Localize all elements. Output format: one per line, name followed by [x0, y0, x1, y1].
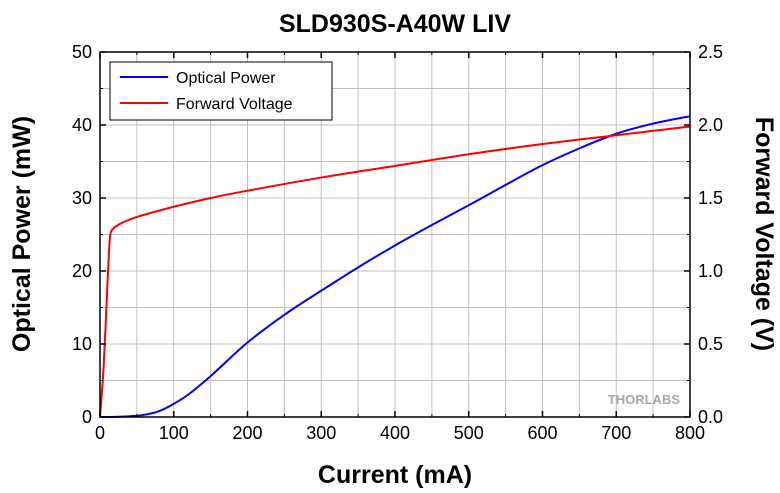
legend: Optical Power Forward Voltage	[109, 61, 333, 121]
tick-marks	[99, 51, 691, 418]
y2-tick-labels: 0.0 0.5 1.0 1.5 2.0 2.5	[698, 42, 723, 427]
y2-tick-label: 1.0	[698, 261, 723, 281]
y-tick-label: 30	[72, 188, 92, 208]
y2-tick-label: 2.0	[698, 115, 723, 135]
series-line-forward-voltage	[99, 125, 691, 418]
y-tick-label: 10	[72, 334, 92, 354]
legend-label-optical-power: Optical Power	[176, 70, 276, 87]
y-tick-label: 20	[72, 261, 92, 281]
x-tick-labels: 0 100 200 300 400 500 600 700 800	[95, 423, 705, 443]
y2-tick-label: 2.5	[698, 42, 723, 62]
y-axis-title: Optical Power (mW)	[8, 116, 36, 352]
watermark-logo: THORLABS	[608, 392, 681, 407]
chart-title: SLD930S-A40W LIV	[279, 10, 511, 38]
series-lines	[99, 115, 691, 418]
y2-tick-label: 0.5	[698, 334, 723, 354]
y-tick-label: 0	[82, 407, 92, 427]
legend-box	[109, 61, 333, 121]
x-tick-label: 100	[159, 423, 189, 443]
x-tick-label: 500	[454, 423, 484, 443]
x-axis-title: Current (mA)	[318, 461, 472, 489]
y-tick-label: 50	[72, 42, 92, 62]
x-tick-label: 700	[601, 423, 631, 443]
x-tick-label: 300	[306, 423, 336, 443]
x-tick-label: 800	[675, 423, 705, 443]
y-tick-labels: 0 10 20 30 40 50	[72, 42, 92, 427]
x-tick-label: 600	[527, 423, 557, 443]
x-tick-label: 400	[380, 423, 410, 443]
x-tick-label: 0	[95, 423, 105, 443]
y2-axis-title: Forward Voltage (V)	[750, 117, 778, 351]
x-tick-label: 200	[232, 423, 262, 443]
y2-tick-label: 0.0	[698, 407, 723, 427]
legend-label-forward-voltage: Forward Voltage	[176, 96, 293, 113]
series-line-optical-power	[99, 115, 691, 418]
y-tick-label: 40	[72, 115, 92, 135]
y2-tick-label: 1.5	[698, 188, 723, 208]
